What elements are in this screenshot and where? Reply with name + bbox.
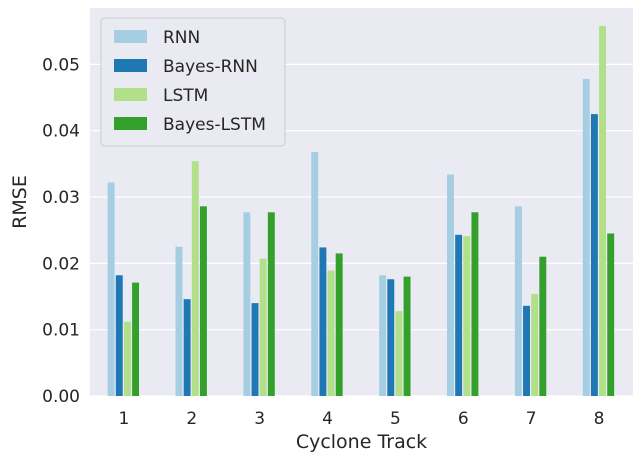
bar-bayes-rnn-track-1 xyxy=(115,275,123,396)
bar-bayes-rnn-track-5 xyxy=(387,279,395,396)
y-tick-label: 0.04 xyxy=(42,122,80,142)
legend-frame xyxy=(100,17,286,147)
y-tick-label: 0.03 xyxy=(42,188,80,208)
bar-bayes-rnn-track-7 xyxy=(523,305,530,396)
y-tick-label: 0.02 xyxy=(42,254,80,274)
bar-bayes-rnn-track-2 xyxy=(183,299,191,396)
bar-bayes-lstm-track-4 xyxy=(335,253,343,396)
bar-rnn-track-4 xyxy=(311,151,319,396)
y-tick-labels: 0.00 0.01 0.02 0.03 0.04 0.05 xyxy=(42,55,80,407)
y-tick-label: 0.00 xyxy=(42,387,80,407)
legend-swatch xyxy=(114,117,147,130)
x-tick-label: 4 xyxy=(322,409,333,429)
y-axis-label: RMSE xyxy=(9,175,31,229)
bar-rnn-track-3 xyxy=(243,212,251,396)
x-tick-label: 1 xyxy=(119,409,130,429)
bar-bayes-lstm-track-1 xyxy=(132,282,140,396)
bar-bayes-lstm-track-5 xyxy=(403,276,411,396)
bar-rnn-track-2 xyxy=(175,246,183,396)
bar-bayes-lstm-track-3 xyxy=(267,212,275,396)
x-tick-labels: 1 2 3 4 5 6 7 8 xyxy=(119,409,605,429)
legend-swatch xyxy=(114,59,147,72)
legend-swatch xyxy=(114,30,147,43)
bar-rnn-track-7 xyxy=(514,206,522,396)
bar-bayes-rnn-track-4 xyxy=(319,247,327,396)
x-tick-label: 8 xyxy=(594,409,605,429)
y-tick-label: 0.05 xyxy=(42,55,80,75)
x-tick-label: 3 xyxy=(254,409,265,429)
bar-lstm-track-7 xyxy=(531,293,539,396)
legend: RNN Bayes-RNN LSTM Bayes-LSTM xyxy=(100,17,286,147)
bar-lstm-track-3 xyxy=(259,258,267,396)
bar-lstm-track-5 xyxy=(395,311,403,396)
legend-label: RNN xyxy=(163,28,200,48)
x-tick-label: 6 xyxy=(458,409,469,429)
legend-label: LSTM xyxy=(163,86,208,106)
bar-bayes-lstm-track-7 xyxy=(539,256,547,396)
bar-rnn-track-5 xyxy=(379,275,387,396)
bar-lstm-track-1 xyxy=(123,321,131,396)
x-tick-label: 2 xyxy=(186,409,197,429)
bar-lstm-track-2 xyxy=(191,161,199,396)
bar-rnn-track-8 xyxy=(582,78,590,396)
bar-bayes-lstm-track-2 xyxy=(199,206,207,396)
bar-bayes-lstm-track-6 xyxy=(471,212,479,396)
legend-label: Bayes-LSTM xyxy=(163,115,266,135)
legend-label: Bayes-RNN xyxy=(163,57,258,77)
bar-bayes-rnn-track-3 xyxy=(251,303,259,396)
y-tick-label: 0.01 xyxy=(42,321,80,341)
x-tick-label: 5 xyxy=(390,409,401,429)
bar-lstm-track-4 xyxy=(327,270,335,396)
bar-rnn-track-6 xyxy=(447,174,454,396)
bar-bayes-rnn-track-6 xyxy=(455,234,463,396)
bar-bayes-lstm-track-8 xyxy=(607,233,615,396)
bars-group xyxy=(107,25,615,397)
bar-lstm-track-6 xyxy=(463,236,471,396)
legend-swatch xyxy=(114,88,147,101)
bar-lstm-track-8 xyxy=(599,25,607,397)
bar-bayes-rnn-track-8 xyxy=(590,114,598,396)
x-tick-label: 7 xyxy=(526,409,537,429)
x-axis-label: Cyclone Track xyxy=(296,431,427,453)
bar-rnn-track-1 xyxy=(107,182,115,396)
